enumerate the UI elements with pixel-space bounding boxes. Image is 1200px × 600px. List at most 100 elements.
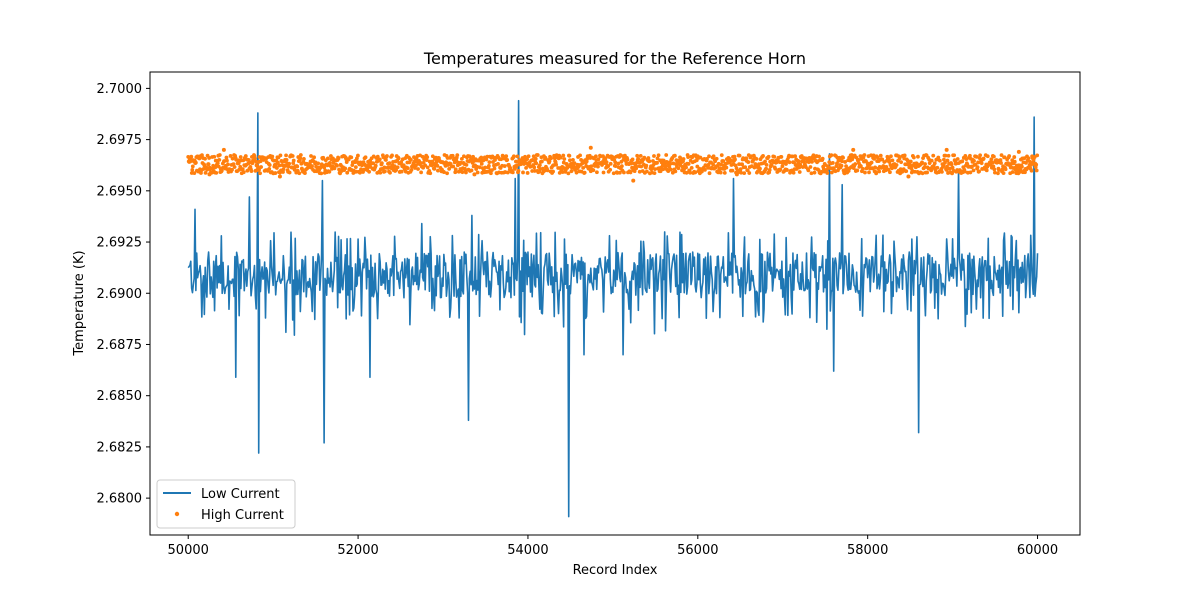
scatter-point-high-current: [923, 162, 927, 166]
scatter-point-high-current: [808, 165, 813, 169]
scatter-point-high-current: [630, 157, 635, 162]
scatter-point-high-current: [769, 163, 774, 168]
scatter-point-high-current: [944, 167, 949, 172]
scatter-point-high-current: [899, 160, 904, 165]
scatter-point-high-current: [942, 157, 946, 162]
scatter-point-high-current: [188, 159, 193, 164]
scatter-point-high-current: [192, 171, 197, 176]
scatter-point-high-current: [359, 167, 363, 172]
scatter-point-high-current: [273, 171, 278, 175]
scatter-point-high-current: [335, 163, 339, 168]
scatter-point-high-current: [232, 165, 237, 169]
y-tick-label: 2.6825: [97, 440, 143, 455]
scatter-point-high-current: [935, 165, 940, 170]
scatter-point-high-current: [539, 159, 544, 164]
scatter-point-high-current: [310, 164, 314, 169]
scatter-point-high-current: [603, 156, 608, 161]
scatter-point-high-current: [798, 162, 803, 167]
scatter-point-high-current: [996, 171, 1000, 176]
scatter-point-high-current: [897, 156, 902, 161]
x-tick-label: 60000: [1017, 543, 1058, 558]
scatter-point-high-current: [740, 162, 745, 167]
scatter-point-high-current: [392, 164, 397, 169]
scatter-point-high-current: [241, 170, 246, 175]
scatter-point-high-current: [226, 162, 230, 167]
scatter-point-high-current: [578, 153, 582, 158]
scatter-point-high-current: [974, 155, 979, 159]
scatter-point-high-current: [515, 154, 520, 159]
scatter-point-high-current: [991, 164, 996, 169]
scatter-point-high-current: [732, 154, 737, 159]
y-tick-label: 2.7000: [97, 82, 143, 97]
scatter-point-high-current: [945, 158, 950, 163]
x-tick-label: 58000: [847, 543, 888, 558]
scatter-point-high-current: [653, 167, 657, 172]
scatter-point-high-current: [858, 164, 863, 169]
scatter-point-high-current: [206, 162, 211, 167]
scatter-point-high-current: [931, 153, 936, 158]
scatter-point-high-current: [747, 171, 752, 175]
scatter-point-high-current: [856, 157, 861, 162]
scatter-point-high-current: [887, 160, 892, 164]
scatter-point-high-current: [871, 153, 876, 158]
scatter-point-high-current: [707, 171, 712, 176]
y-tick-label: 2.6975: [97, 133, 143, 148]
scatter-point-high-current: [312, 155, 316, 160]
scatter-point-high-current: [505, 170, 510, 175]
scatter-point-high-current: [628, 170, 633, 175]
scatter-point-high-current: [479, 161, 484, 166]
scatter-point-high-current: [604, 160, 609, 165]
scatter-point-high-current: [806, 168, 811, 173]
scatter-point-high-current: [217, 158, 222, 162]
scatter-point-high-current: [356, 153, 360, 158]
x-tick-label: 52000: [337, 543, 378, 558]
scatter-point-high-current: [960, 159, 965, 164]
scatter-point-high-current: [467, 154, 472, 159]
scatter-point-high-current: [316, 161, 321, 166]
scatter-point-high-current: [738, 167, 743, 172]
scatter-point-high-current: [839, 163, 844, 168]
scatter-point-high-current: [772, 154, 777, 159]
scatter-point-high-current: [875, 155, 880, 160]
scatter-point-high-current: [479, 155, 484, 160]
scatter-point-high-current: [1028, 159, 1032, 164]
legend-label-low-current: Low Current: [201, 487, 280, 502]
scatter-point-high-current: [281, 167, 286, 172]
scatter-point-high-current: [972, 159, 976, 163]
scatter-point-high-current: [267, 163, 272, 167]
x-tick-label: 50000: [168, 543, 209, 558]
scatter-point-high-current: [190, 164, 195, 169]
scatter-point-high-current: [302, 156, 306, 161]
scatter-point-high-current: [1035, 153, 1040, 158]
scatter-point-high-current: [460, 170, 465, 175]
scatter-point-high-current: [375, 154, 380, 159]
scatter-point-high-current: [207, 156, 212, 160]
scatter-point-high-current: [451, 164, 456, 169]
scatter-point-high-current: [810, 159, 814, 164]
scatter-outlier-high-current: [906, 174, 911, 179]
scatter-outlier-high-current: [944, 147, 949, 152]
scatter-point-high-current: [510, 170, 515, 175]
scatter-outlier-high-current: [221, 147, 226, 152]
scatter-point-high-current: [705, 157, 709, 161]
scatter-point-high-current: [861, 166, 865, 171]
scatter-point-high-current: [388, 170, 392, 175]
scatter-point-high-current: [462, 154, 466, 159]
scatter-point-high-current: [373, 163, 378, 168]
scatter-point-high-current: [350, 163, 355, 167]
scatter-point-high-current: [973, 162, 978, 167]
scatter-outlier-high-current: [472, 172, 477, 177]
scatter-point-high-current: [464, 170, 468, 175]
series-line-low-current: [187, 99, 1039, 518]
scatter-point-high-current: [722, 170, 727, 175]
scatter-point-high-current: [656, 153, 661, 158]
scatter-point-high-current: [471, 154, 475, 159]
axes-frame: [149, 71, 1081, 536]
scatter-point-high-current: [999, 153, 1004, 157]
scatter-point-high-current: [793, 154, 798, 159]
scatter-point-high-current: [888, 170, 892, 175]
scatter-point-high-current: [981, 156, 986, 161]
scatter-point-high-current: [566, 171, 571, 176]
scatter-point-high-current: [608, 161, 613, 166]
scatter-point-high-current: [492, 166, 497, 171]
